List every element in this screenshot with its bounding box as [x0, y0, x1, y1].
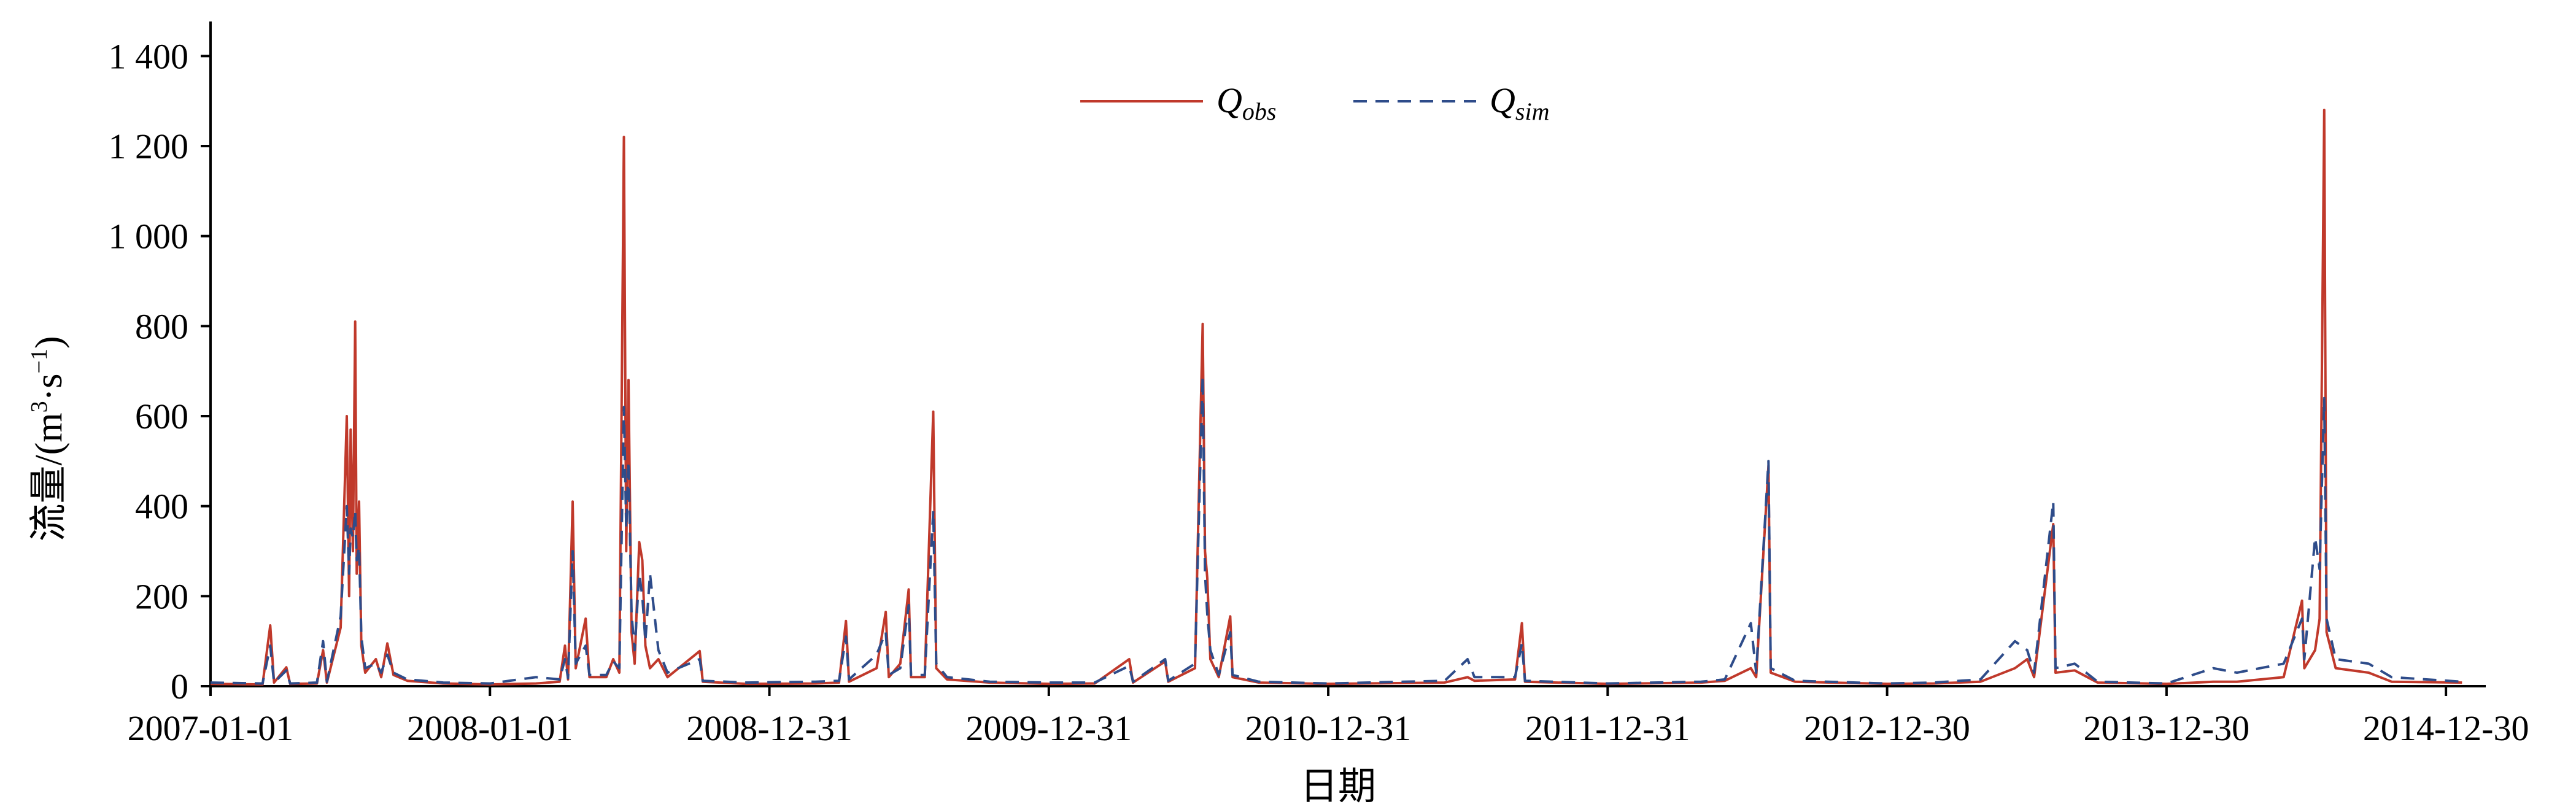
- y-tick-label: 600: [135, 396, 188, 436]
- x-tick-label: 2010-12-31: [1245, 708, 1412, 748]
- x-tick-label: 2012-12-30: [1804, 708, 1970, 748]
- y-axis-title: 流量/(m3·s−1): [26, 336, 70, 542]
- x-axis-title: 日期: [1300, 766, 1376, 808]
- legend: Qobs Qsim: [1080, 80, 1549, 125]
- x-tick-label: 2011-12-31: [1525, 708, 1690, 748]
- x-tick-label: 2008-12-31: [686, 708, 853, 748]
- x-tick-label: 2008-01-01: [407, 708, 573, 748]
- series-line-qsim: [210, 374, 2462, 685]
- axis-titles: 日期 流量/(m3·s−1): [26, 336, 1376, 808]
- x-tick-label: 2013-12-30: [2084, 708, 2250, 748]
- y-tick-label: 1 400: [109, 36, 189, 76]
- series-layer: [210, 109, 2462, 686]
- x-tick-label: 2007-01-01: [128, 708, 294, 748]
- legend-entry-label: Qsim: [1490, 80, 1549, 125]
- legend-entry-label: Qobs: [1216, 80, 1276, 125]
- y-tick-label: 1 000: [109, 217, 189, 257]
- y-tick-label: 200: [135, 576, 188, 616]
- x-tick-label: 2009-12-31: [965, 708, 1132, 748]
- y-tick-label: 800: [135, 306, 188, 346]
- y-tick-label: 0: [171, 667, 188, 706]
- axes: 0 200 400 600 800 1 000 1 200 1 400 2007-01-01 20…: [109, 21, 2529, 748]
- series-line-qobs: [210, 109, 2462, 686]
- y-tick-label: 400: [135, 487, 188, 527]
- x-tick-label: 2014-12-30: [2363, 708, 2529, 748]
- y-tick-label: 1 200: [109, 126, 189, 166]
